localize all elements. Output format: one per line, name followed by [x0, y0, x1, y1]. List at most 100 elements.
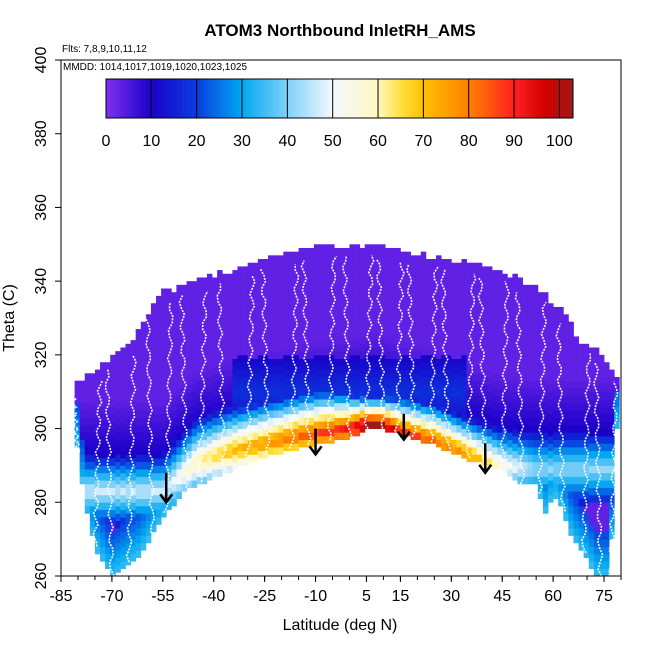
heatmap-cell	[237, 428, 243, 437]
heatmap-cell	[380, 259, 386, 267]
heatmap-cell	[425, 413, 432, 422]
heatmap-cell	[232, 388, 238, 396]
heatmap-cell	[481, 310, 488, 319]
heatmap-cell	[242, 443, 249, 452]
heatmap-cell	[405, 413, 411, 422]
heatmap-cell	[252, 321, 259, 330]
flight-profile-line	[125, 354, 137, 563]
heatmap-cell	[456, 270, 462, 278]
heatmap-cell	[334, 329, 340, 337]
heatmap-cell	[150, 340, 157, 348]
heatmap-cell	[84, 417, 91, 426]
heatmap-cell	[598, 399, 605, 407]
heatmap-cell	[532, 461, 539, 470]
heatmap-cell	[161, 347, 167, 356]
colorbar-tick-label: 90	[505, 133, 523, 150]
colorbar-segment	[146, 79, 150, 118]
heatmap-cell	[593, 546, 600, 555]
heatmap-cell	[181, 299, 187, 308]
heatmap-cell	[318, 332, 325, 341]
heatmap-cell	[420, 251, 427, 260]
heatmap-cell	[206, 325, 213, 334]
heatmap-cell	[100, 406, 106, 415]
heatmap-cell	[186, 399, 193, 407]
heatmap-cell	[278, 380, 284, 389]
colorbar-segment	[416, 79, 420, 118]
heatmap-cell	[380, 281, 386, 289]
heatmap-cell	[374, 288, 381, 297]
heatmap-cell	[593, 443, 600, 452]
heatmap-cell	[303, 351, 310, 359]
heatmap-cell	[94, 399, 101, 407]
heatmap-cell	[548, 465, 554, 474]
heatmap-cell	[527, 373, 534, 382]
heatmap-cell	[512, 354, 518, 363]
heatmap-cell	[604, 384, 610, 393]
heatmap-cell	[206, 281, 213, 289]
heatmap-cell	[420, 281, 427, 289]
heatmap-cell	[100, 399, 106, 407]
heatmap-cell	[532, 432, 539, 441]
heatmap-cell	[369, 273, 376, 282]
heatmap-cell	[94, 384, 101, 393]
heatmap-cell	[573, 491, 579, 499]
heatmap-cell	[156, 295, 162, 304]
heatmap-cell	[497, 277, 503, 286]
heatmap-cell	[84, 491, 91, 499]
heatmap-cell	[74, 395, 81, 404]
heatmap-cell	[420, 273, 427, 282]
heatmap-cell	[191, 443, 198, 452]
heatmap-cell	[288, 391, 294, 400]
heatmap-cell	[380, 325, 386, 334]
heatmap-cell	[466, 432, 473, 441]
heatmap-cell	[293, 399, 299, 407]
heatmap-cell	[609, 428, 615, 437]
heatmap-cell	[217, 380, 223, 389]
heatmap-cell	[558, 321, 564, 330]
heatmap-cell	[492, 454, 498, 463]
heatmap-cell	[268, 321, 274, 330]
heatmap-cell	[354, 428, 361, 437]
colorbar-segment	[511, 79, 515, 118]
heatmap-cell	[522, 358, 529, 367]
heatmap-cell	[176, 447, 182, 455]
heatmap-cell	[527, 329, 534, 337]
heatmap-cell	[507, 417, 513, 426]
heatmap-cell	[395, 388, 401, 396]
heatmap-cell	[288, 347, 294, 356]
heatmap-cell	[166, 318, 172, 326]
heatmap-cell	[471, 439, 478, 448]
heatmap-cell	[318, 288, 325, 297]
heatmap-cell	[324, 325, 330, 334]
heatmap-cell	[385, 262, 391, 271]
heatmap-cell	[308, 321, 315, 330]
heatmap-cell	[517, 336, 523, 345]
heatmap-cell	[507, 321, 513, 330]
colorbar-segment	[493, 79, 497, 118]
heatmap-cell	[257, 273, 264, 282]
heatmap-cell	[425, 347, 432, 356]
heatmap-cell	[441, 259, 447, 267]
heatmap-cell	[436, 417, 442, 426]
heatmap-cell	[563, 469, 569, 477]
heatmap-cell	[415, 306, 422, 315]
heatmap-cell	[247, 454, 254, 463]
heatmap-cell	[171, 343, 177, 352]
heatmap-cell	[298, 395, 305, 404]
heatmap-cell	[293, 325, 299, 334]
heatmap-cell	[293, 369, 299, 378]
heatmap-cell	[461, 450, 467, 459]
heatmap-cell	[466, 439, 473, 448]
heatmap-cell	[105, 472, 111, 481]
heatmap-cell	[456, 284, 462, 293]
heatmap-cell	[100, 553, 106, 562]
heatmap-cell	[497, 284, 503, 293]
heatmap-cell	[176, 299, 182, 308]
colorbar-segment	[171, 79, 175, 118]
heatmap-cell	[374, 340, 381, 348]
heatmap-cell	[527, 321, 534, 330]
heatmap-cell	[558, 461, 564, 470]
heatmap-cell	[537, 365, 544, 374]
heatmap-cell	[247, 277, 254, 286]
heatmap-cell	[273, 321, 279, 330]
